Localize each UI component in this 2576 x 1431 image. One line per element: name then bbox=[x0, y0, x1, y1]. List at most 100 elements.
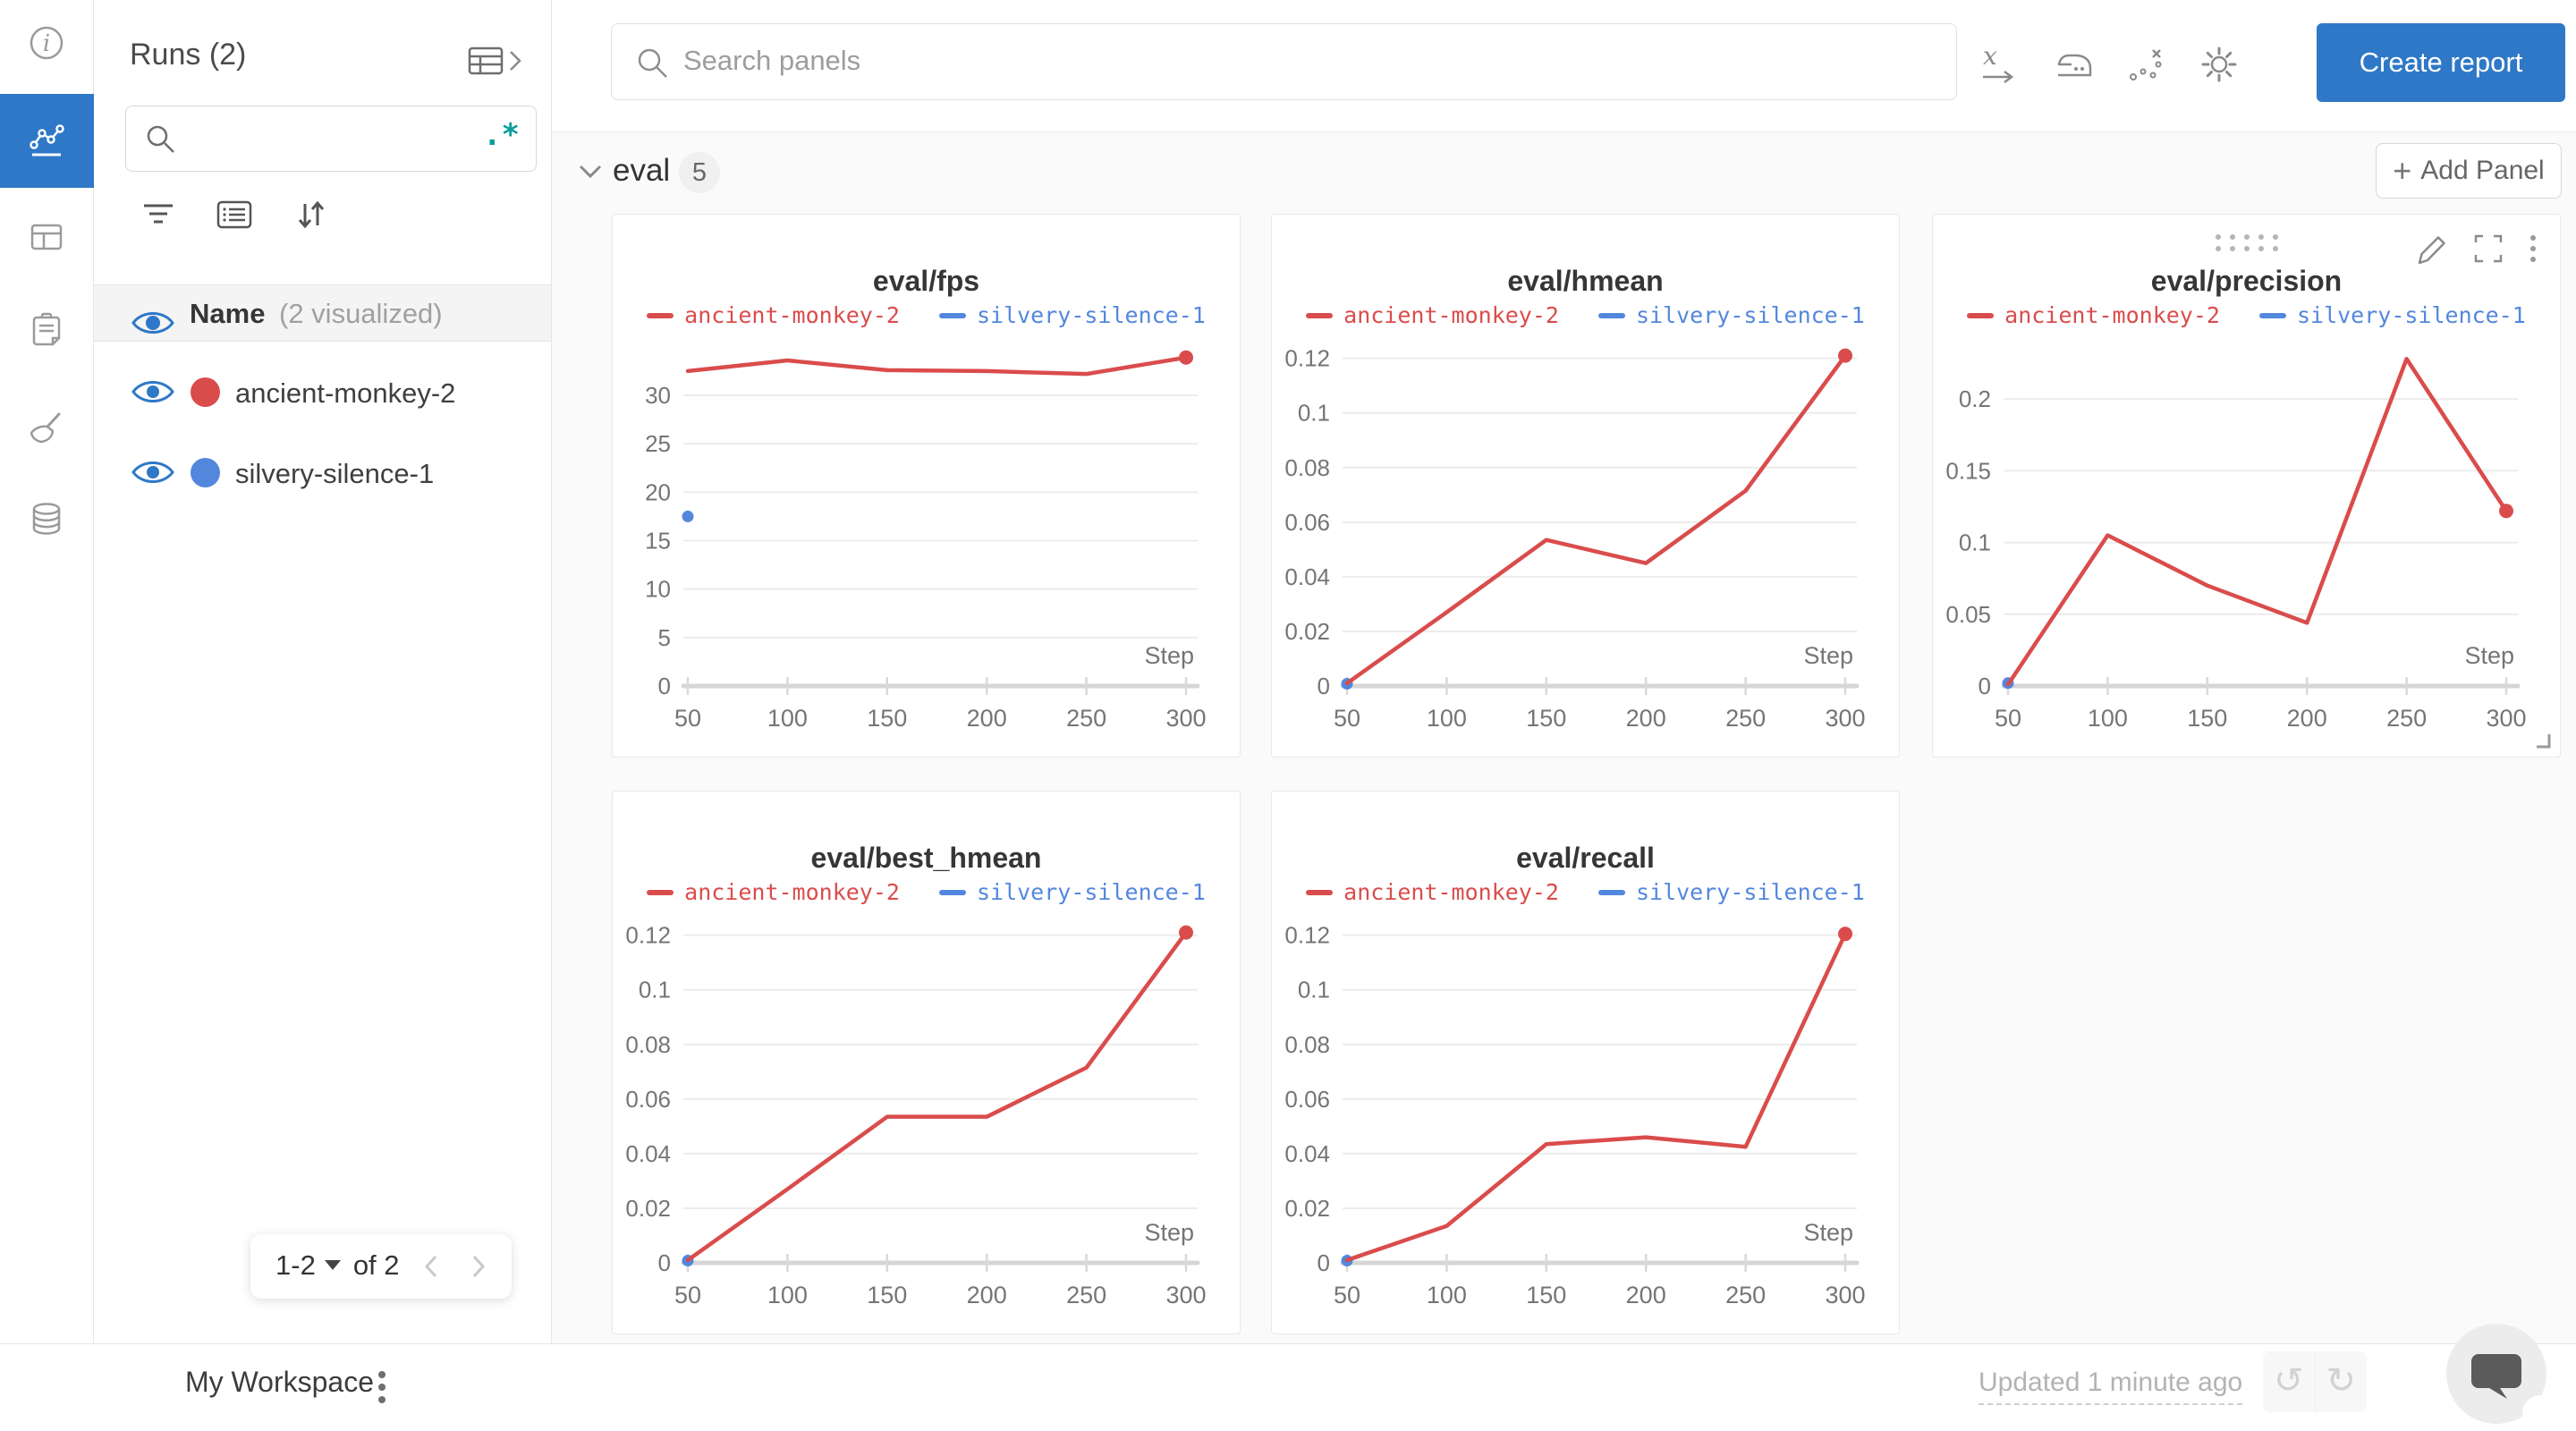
legend-label: silvery-silence-1 bbox=[1635, 302, 1865, 328]
svg-text:0.08: 0.08 bbox=[1284, 1031, 1330, 1058]
legend-dash-icon bbox=[938, 312, 966, 318]
smoothing-iron-icon[interactable] bbox=[2053, 43, 2096, 86]
run-name: ancient-monkey-2 bbox=[235, 377, 456, 409]
chevron-down-icon[interactable] bbox=[577, 163, 604, 181]
section-title[interactable]: eval bbox=[613, 153, 671, 188]
prev-page-icon[interactable] bbox=[416, 1250, 448, 1283]
legend-label: ancient-monkey-2 bbox=[1343, 879, 1559, 905]
legend-label: ancient-monkey-2 bbox=[1343, 302, 1559, 328]
svg-text:Step: Step bbox=[2464, 642, 2514, 669]
svg-text:0.04: 0.04 bbox=[1284, 1140, 1330, 1167]
expand-runs-table-icon[interactable] bbox=[468, 41, 523, 85]
runs-toolbar bbox=[125, 195, 438, 240]
svg-text:Step: Step bbox=[1144, 642, 1194, 669]
eye-icon[interactable] bbox=[130, 456, 176, 488]
chart-plot: 0 0.02 0.04 0.06 0.08 0.1 0.12 50 100 150 200 250 30… bbox=[1284, 345, 1865, 732]
search-icon bbox=[638, 48, 667, 78]
clipboard-icon[interactable] bbox=[27, 309, 66, 349]
runs-search-input[interactable] bbox=[189, 112, 466, 165]
add-panel-button[interactable]: + Add Panel bbox=[2376, 143, 2562, 199]
chart-legend: ancient-monkey-2 silvery-silence-1 bbox=[613, 302, 1240, 328]
workspace-title[interactable]: My Workspace bbox=[185, 1366, 375, 1398]
sort-icon[interactable] bbox=[291, 195, 330, 234]
list-settings-icon[interactable] bbox=[215, 195, 254, 234]
chart-panel-eval-hmean[interactable]: eval/hmean ancient-monkey-2 silvery-silenc… bbox=[1271, 214, 1900, 758]
legend-item: silvery-silence-1 bbox=[1597, 302, 1865, 328]
section-header-eval: eval 5 + Add Panel bbox=[552, 132, 2576, 213]
section-panel-count: 5 bbox=[679, 152, 720, 193]
chart-panel-eval-best-hmean[interactable]: eval/best_hmean ancient-monkey-2 silvery-s… bbox=[612, 791, 1241, 1334]
chart-panel-eval-recall[interactable]: eval/recall ancient-monkey-2 silvery-silen… bbox=[1271, 791, 1900, 1334]
eye-icon[interactable] bbox=[130, 307, 176, 339]
legend-item: ancient-monkey-2 bbox=[647, 302, 900, 328]
legend-dash-icon bbox=[647, 889, 674, 895]
edit-pencil-icon[interactable] bbox=[2413, 231, 2449, 267]
svg-text:100: 100 bbox=[767, 705, 808, 732]
filter-icon[interactable] bbox=[139, 195, 178, 234]
bottom-bar: My Workspace Updated 1 minute ago ↺ ↻ bbox=[0, 1343, 2576, 1431]
svg-text:50: 50 bbox=[674, 705, 701, 732]
run-name: silvery-silence-1 bbox=[235, 458, 435, 489]
svg-text:250: 250 bbox=[1725, 705, 1766, 732]
svg-text:200: 200 bbox=[967, 1282, 1007, 1308]
svg-text:300: 300 bbox=[1825, 1282, 1865, 1308]
updated-timestamp[interactable]: Updated 1 minute ago bbox=[1979, 1367, 2243, 1405]
chart-legend: ancient-monkey-2 silvery-silence-1 bbox=[613, 879, 1240, 905]
x-axis-settings-icon[interactable]: x bbox=[1978, 43, 2021, 86]
chart-title: eval/fps bbox=[872, 265, 980, 297]
drag-handle-icon[interactable] bbox=[2207, 229, 2287, 256]
svg-text:0.1: 0.1 bbox=[1298, 400, 1330, 427]
eye-icon[interactable] bbox=[130, 376, 176, 408]
outliers-icon[interactable] bbox=[2126, 43, 2169, 86]
panel-search-input[interactable] bbox=[683, 31, 1918, 90]
svg-text:250: 250 bbox=[1066, 1282, 1106, 1308]
legend-label: silvery-silence-1 bbox=[1635, 879, 1865, 905]
svg-text:50: 50 bbox=[1995, 705, 2021, 732]
chart-panel-eval-precision[interactable]: eval/precision ancient-monkey-2 silvery-si… bbox=[1932, 214, 2561, 758]
legend-item: ancient-monkey-2 bbox=[1306, 302, 1559, 328]
legend-label: silvery-silence-1 bbox=[2296, 302, 2526, 328]
run-row-silvery-silence-1[interactable]: silvery-silence-1 bbox=[94, 435, 551, 512]
run-row-ancient-monkey-2[interactable]: ancient-monkey-2 bbox=[94, 354, 551, 431]
undo-redo-group: ↺ ↻ bbox=[2263, 1351, 2367, 1412]
chart-panel-eval-fps[interactable]: eval/fps ancient-monkey-2 silvery-silence-… bbox=[612, 214, 1241, 758]
kebab-menu-icon[interactable] bbox=[376, 1366, 388, 1409]
panel-menu-icon[interactable] bbox=[2528, 231, 2538, 267]
chat-bubble-icon bbox=[2471, 1354, 2521, 1399]
redo-icon[interactable]: ↻ bbox=[2326, 1361, 2356, 1401]
resize-handle-icon[interactable] bbox=[2533, 730, 2553, 749]
create-report-button[interactable]: Create report bbox=[2317, 23, 2565, 102]
broom-icon[interactable] bbox=[27, 408, 66, 447]
legend-item: ancient-monkey-2 bbox=[1967, 302, 2220, 328]
svg-text:300: 300 bbox=[2486, 705, 2526, 732]
line-chart-icon[interactable] bbox=[27, 121, 66, 160]
svg-text:0.02: 0.02 bbox=[1284, 1195, 1330, 1222]
panel-search-box bbox=[611, 23, 1957, 100]
pagination-range[interactable]: 1-2 bbox=[275, 1249, 316, 1281]
svg-text:10: 10 bbox=[645, 576, 671, 603]
svg-text:150: 150 bbox=[1526, 1282, 1566, 1308]
svg-text:0: 0 bbox=[1979, 673, 1991, 699]
info-icon[interactable]: i bbox=[27, 23, 66, 63]
next-page-icon[interactable] bbox=[462, 1250, 494, 1283]
undo-icon[interactable]: ↺ bbox=[2263, 1351, 2316, 1412]
database-icon[interactable] bbox=[27, 499, 66, 538]
panel-controls bbox=[2413, 231, 2538, 267]
svg-text:200: 200 bbox=[1626, 1282, 1666, 1308]
svg-text:x: x bbox=[1983, 43, 1997, 71]
svg-text:i: i bbox=[43, 30, 50, 57]
regex-toggle-icon[interactable]: .* bbox=[483, 117, 520, 153]
runs-header-row[interactable]: Name (2 visualized) bbox=[94, 284, 551, 342]
settings-gear-icon[interactable] bbox=[2198, 43, 2241, 86]
fullscreen-icon[interactable] bbox=[2470, 231, 2506, 267]
table-icon[interactable] bbox=[27, 217, 66, 257]
plus-icon: + bbox=[2393, 152, 2412, 189]
svg-text:100: 100 bbox=[767, 1282, 808, 1308]
left-icon-rail: i bbox=[0, 0, 94, 1343]
svg-text:150: 150 bbox=[2187, 705, 2227, 732]
svg-text:0.06: 0.06 bbox=[625, 1086, 671, 1113]
chart-legend: ancient-monkey-2 silvery-silence-1 bbox=[1272, 302, 1899, 328]
svg-text:0: 0 bbox=[658, 1249, 671, 1276]
legend-dash-icon bbox=[647, 312, 674, 318]
legend-dash-icon bbox=[938, 889, 966, 895]
